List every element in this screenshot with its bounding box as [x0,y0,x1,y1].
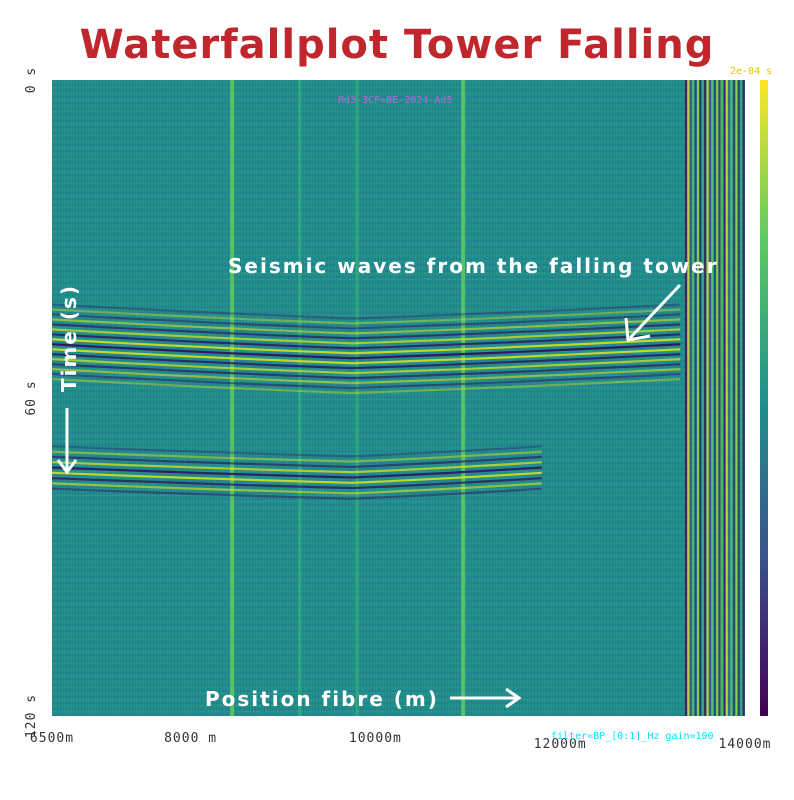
noise-channel [689,80,692,716]
event-arrow [624,283,682,342]
channel-line [355,80,359,716]
colorbar-top-label: 2e-04 s [730,66,772,77]
wave-line [52,372,681,390]
wave-line [52,348,681,365]
plot-area [52,80,745,716]
noise-channel [687,80,690,716]
noise-channel [740,80,743,716]
y-axis: 0 s 60 s 120 s [24,67,39,738]
channel-line [230,80,235,716]
x-tick-label: 12000m [534,737,587,752]
event-waves [52,303,681,500]
y-tick-label: 0 s [24,67,39,93]
noise-channel [720,80,723,716]
noise-channel [684,80,687,716]
noise-channel [701,80,704,716]
noise-channel [725,80,728,716]
noise-channel [694,80,697,716]
noise-channel [723,80,726,716]
x-tick-label: 14000m [719,737,772,752]
wave-line [52,318,681,335]
meta-text: Rd3-3CF=BE-2024-Ad5 [338,95,452,106]
wave-line [52,313,681,330]
noisy-band [684,80,745,716]
noise-channel [696,80,699,716]
wave-line [52,367,681,385]
wave-line [52,338,681,355]
chart-title: Waterfallplot Tower Falling [79,22,715,68]
position-label: Position fibre (m) [205,687,439,711]
wave-line [52,445,542,458]
wave-line [52,487,542,500]
y-tick-label: 60 s [24,380,39,415]
x-tick-label: 8000 m [164,731,217,746]
wave-line [52,363,681,380]
wave-line [52,455,542,469]
filter-text: filter=BP_[0:1]_Hz gain=100 [551,731,714,742]
noise-channel [728,80,731,716]
wave-line [52,308,681,325]
wave-line [52,353,681,370]
noise-channel [711,80,714,716]
noise-channel [718,80,721,716]
wave-line [52,343,681,360]
wave-line [52,482,542,495]
wave-line [52,333,681,350]
wave-line [52,450,542,463]
time-arrow [56,408,78,475]
wave-line [52,328,681,345]
noise-channel [699,80,702,716]
channel-stripes [52,80,745,716]
noise-channel [730,80,733,716]
position-arrow [450,687,522,709]
noise-channel [704,80,707,716]
wave-line [52,466,542,479]
x-axis: 6500m 8000 m 10000m 12000m 14000m [30,731,772,752]
wave-line [52,358,681,375]
channel-line [461,80,466,716]
wave-line [52,323,681,340]
noise-channel [708,80,711,716]
colorbar [760,80,768,716]
event-annotation: Seismic waves from the falling tower [228,254,719,278]
noise-channel [692,80,695,716]
channel-line [298,80,302,716]
noise-channel [735,80,738,716]
noise-channel [713,80,716,716]
noise-channel [742,80,745,716]
noise-channel [706,80,709,716]
wave-line [52,477,542,490]
x-tick-label: 10000m [349,731,402,746]
wave-line [52,461,542,474]
noise-channel [737,80,740,716]
wave-line [52,303,681,320]
y-tick-label: 120 s [24,694,39,738]
x-tick-label: 6500m [30,731,74,746]
wave-line [52,471,542,484]
noise-channel [716,80,719,716]
wave-line [52,377,681,395]
noise-channel [732,80,735,716]
time-label: Time (s) [57,284,81,392]
